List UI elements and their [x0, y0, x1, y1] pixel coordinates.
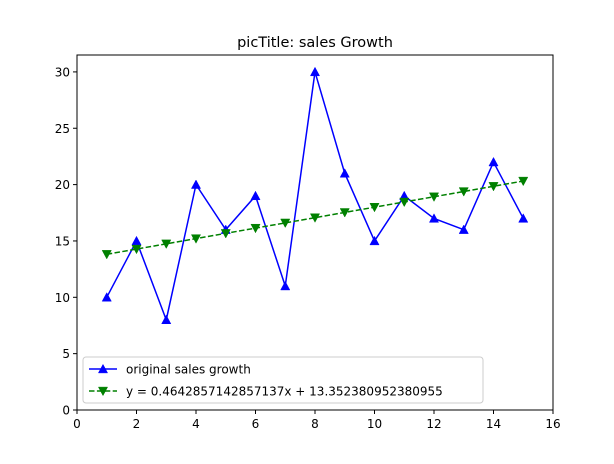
- data-point: [369, 235, 380, 246]
- data-point: [309, 66, 321, 77]
- series-layer: [101, 66, 529, 325]
- x-tick-label: 14: [486, 417, 501, 431]
- plot-area: [77, 55, 553, 410]
- data-point: [428, 192, 440, 202]
- data-point: [339, 208, 350, 218]
- y-tick-label: 30: [55, 65, 70, 79]
- data-point: [488, 182, 499, 192]
- data-point: [458, 224, 469, 234]
- data-point: [458, 187, 469, 197]
- series-line: [106, 180, 524, 256]
- y-tick-label: 20: [55, 178, 70, 192]
- data-point: [190, 179, 202, 189]
- series-original-sales-growth: [101, 66, 529, 325]
- legend-item: y = 0.4642857142857137x + 13.35238095238…: [89, 385, 443, 399]
- data-point: [428, 213, 440, 223]
- x-tick-label: 16: [545, 417, 560, 431]
- legend-marker: [97, 386, 109, 397]
- y-axis-ticks: 0 5 10 15 20 25 30: [55, 65, 77, 418]
- data-point: [161, 314, 172, 325]
- legend-label: y = 0.4642857142857137x + 13.35238095238…: [126, 385, 443, 399]
- data-point: [518, 176, 529, 187]
- y-tick-label: 0: [62, 404, 70, 418]
- plot-frame: [76, 54, 554, 411]
- data-point: [399, 197, 410, 208]
- legend-label: original sales growth: [126, 363, 251, 377]
- data-point: [220, 229, 231, 239]
- y-tick-label: 15: [55, 234, 70, 248]
- data-point: [280, 280, 291, 291]
- y-tick-label: 10: [55, 291, 70, 305]
- x-tick-label: 4: [192, 417, 200, 431]
- x-axis-ticks: 0 2 4 6 8 10 12 14 16: [73, 410, 561, 431]
- x-tick-label: 6: [252, 417, 260, 431]
- data-point: [518, 213, 529, 223]
- legend-marker: [97, 363, 109, 374]
- data-point: [131, 244, 142, 255]
- data-point: [131, 235, 142, 246]
- legend-box: [82, 356, 484, 404]
- data-point: [101, 250, 112, 260]
- x-tick-label: 12: [426, 417, 441, 431]
- x-tick-label: 10: [367, 417, 382, 431]
- x-tick-label: 0: [73, 417, 81, 431]
- y-tick-label: 25: [55, 122, 70, 136]
- data-point: [339, 168, 350, 178]
- data-point: [250, 223, 261, 234]
- chart-title: picTitle: sales Growth: [237, 35, 393, 51]
- x-tick-label: 8: [311, 417, 319, 431]
- x-tick-label: 2: [133, 417, 141, 431]
- data-point: [101, 292, 112, 302]
- y-tick-label: 5: [62, 347, 70, 361]
- series-trend-line: [101, 176, 529, 260]
- data-point: [369, 203, 380, 213]
- legend: original sales growth y = 0.4642857142857…: [82, 356, 484, 404]
- data-point: [309, 213, 321, 223]
- data-point: [250, 190, 261, 201]
- legend-item: original sales growth: [89, 363, 251, 377]
- data-point: [280, 218, 291, 229]
- data-point: [161, 239, 172, 249]
- data-point: [488, 156, 499, 167]
- data-point: [190, 234, 202, 244]
